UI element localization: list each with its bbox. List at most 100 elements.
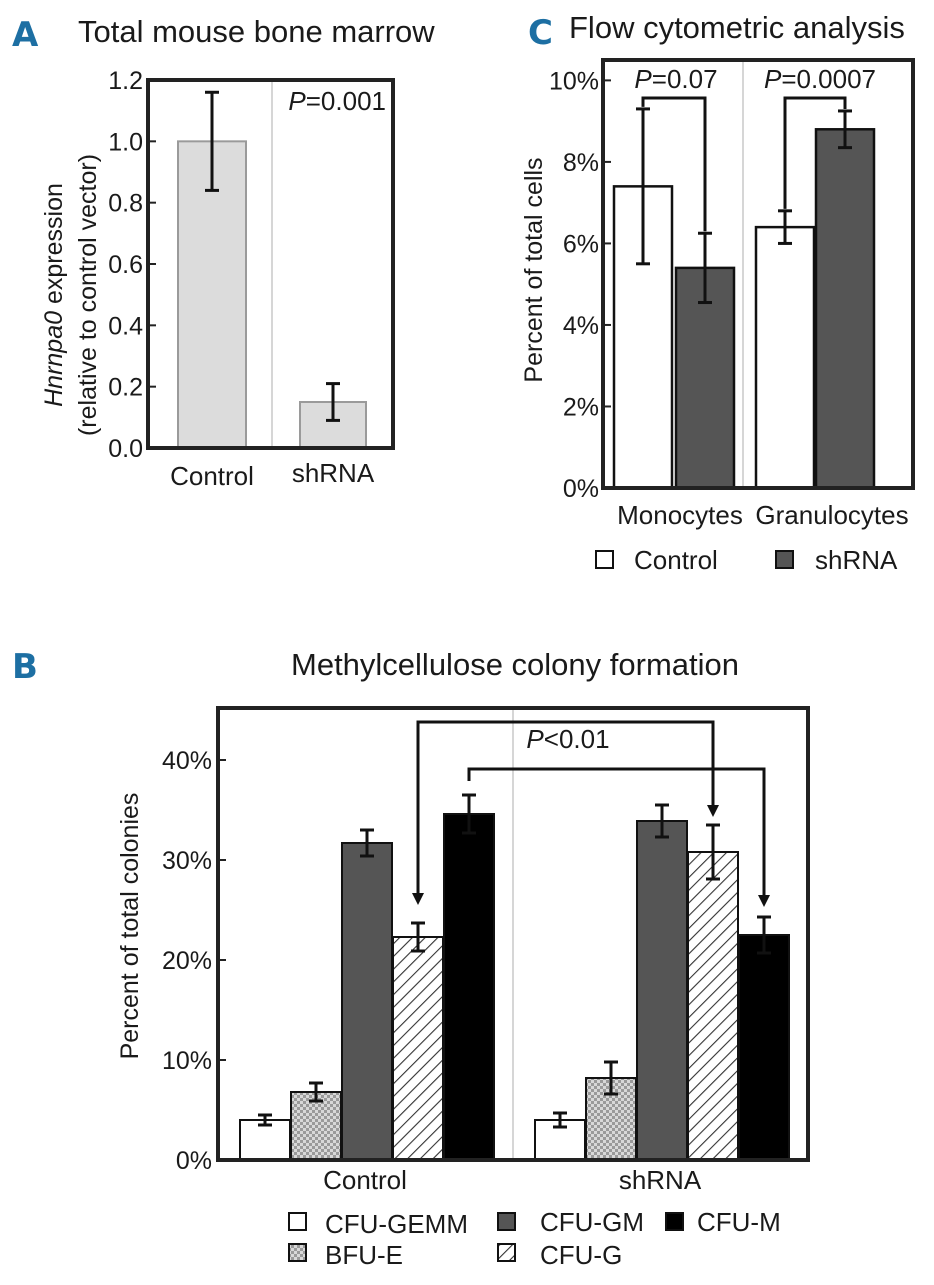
legend-swatch-control (595, 550, 614, 569)
panel-b-pvalue: P<0.01 (526, 724, 609, 754)
error-bar-bfu-e-shrna (604, 1060, 618, 1096)
panel-c-title: Flow cytometric analysis (569, 10, 905, 45)
panel-a-y-tick-label: 0.6 (108, 251, 143, 279)
panel-b-legend: CFU-GEMM BFU-E CFU-GM CFU-G CFU-M (288, 1207, 781, 1270)
panel-c-significance-brackets (641, 96, 847, 232)
panel-c-bars (612, 107, 876, 490)
error-bar-shrna-granulocytes (838, 109, 852, 150)
panel-c-y-ticks: 0% 2% 4% 6% 8% 10% (549, 67, 611, 503)
bar-shrna-granulocytes (814, 128, 876, 490)
panel-c-y-tick-label: 4% (563, 312, 599, 340)
legend-swatch-cfu-gm (497, 1212, 516, 1231)
panel-a-y-tick-label: 0.0 (108, 435, 143, 463)
panel-a-y-tick-label: 1.2 (108, 67, 143, 95)
arrowhead-cfu-m-shrna (758, 895, 770, 907)
panel-b-y-tick-label: 0% (176, 1147, 212, 1175)
error-bar-cfu-gm-control (360, 828, 374, 858)
panel-a-y-ticks: 0.0 0.2 0.4 0.6 0.8 1.0 1.2 (108, 67, 156, 463)
panel-a-pvalue-rest: =0.001 (306, 86, 386, 116)
panel-a-y-tick-label: 0.8 (108, 190, 143, 218)
error-bar-shrna (326, 382, 340, 422)
legend-swatch-shrna (775, 550, 794, 569)
panel-b-y-tick-label: 40% (162, 747, 212, 775)
panel-c-pvalue-granulocytes-p: P (764, 64, 782, 94)
panel-a-bars (177, 90, 367, 449)
panel-a-title: Total mouse bone marrow (78, 14, 435, 49)
panel-a: A Total mouse bone marrow 0.00.20.40.60.… (12, 14, 435, 491)
panel-b-frame (216, 706, 810, 1162)
bar-control-granulocytes (754, 225, 816, 490)
legend-swatch-cfu-g (497, 1243, 516, 1262)
significance-bracket-monocytes (641, 96, 707, 232)
panel-a-y-label: Hnrnpa0 expression (40, 183, 68, 407)
panel-letter-c: C (528, 13, 553, 53)
panel-a-y-label-rest: expression (40, 183, 68, 311)
panel-c-category-label-monocytes: Monocytes (617, 500, 743, 530)
error-bar-cfu-m-shrna (757, 915, 771, 955)
legend-label-cfu-gemm: CFU-GEMM (325, 1209, 468, 1239)
panel-c-pvalue-monocytes-rest: =0.07 (652, 64, 718, 94)
panel-b-y-tick-label: 20% (162, 947, 212, 975)
error-bar-cfu-g-control (411, 921, 425, 953)
panel-b-y-label: Percent of total colonies (116, 793, 144, 1060)
error-bar-cfu-gemm-shrna (553, 1111, 567, 1129)
panel-b-significance-brackets (412, 720, 770, 907)
legend-label-cfu-g: CFU-G (540, 1240, 622, 1270)
panel-c-y-tick-label: 0% (563, 475, 599, 503)
panel-a-y-tick-label: 0.4 (108, 312, 143, 340)
error-bar-bfu-e-control (309, 1081, 323, 1103)
legend-swatch-cfu-gemm (288, 1212, 307, 1231)
error-bar-control-granulocytes (778, 209, 792, 245)
panel-b-pvalue-p: P (526, 724, 544, 754)
legend-swatch-cfu-m (665, 1212, 684, 1231)
panel-a-pvalue: P=0.001 (288, 86, 386, 116)
panel-c-y-tick-label: 2% (563, 393, 599, 421)
panel-a-y-label-line2: (relative to control vector) (74, 154, 102, 436)
panel-a-category-label-shrna: shRNA (292, 458, 375, 488)
panel-c-pvalue-monocytes: P=0.07 (634, 64, 717, 94)
panel-a-y-tick-label: 0.2 (108, 374, 143, 402)
panel-letter-b: B (12, 647, 38, 687)
panel-c-frame (601, 58, 915, 490)
panel-b-pvalue-rest: <0.01 (544, 724, 610, 754)
bar-cfu-gm-shrna (636, 820, 688, 1161)
panel-c-category-label-granulocytes: Granulocytes (755, 500, 908, 530)
panel-c-pvalue-monocytes-p: P (634, 64, 652, 94)
panel-a-category-label-control: Control (170, 461, 254, 491)
panel-c-pvalue-granulocytes-rest: =0.0007 (781, 64, 876, 94)
error-bar-cfu-gm-shrna (655, 803, 669, 839)
panel-b-category-label-shrna: shRNA (619, 1165, 702, 1195)
bar-control (177, 140, 247, 449)
error-bar-cfu-g-shrna (706, 823, 720, 881)
panel-a-y-label-gene: Hnrnpa0 (40, 311, 68, 407)
panel-c: C Flow cytometric analysis 0% 2% 4% 6% 8% 10%… (520, 10, 915, 575)
legend-label-bfu-e: BFU-E (325, 1240, 403, 1270)
panel-b: B Methylcellulose colony formation 0% 10%… (12, 647, 810, 1270)
legend-label-cfu-m: CFU-M (697, 1207, 781, 1237)
legend-label-cfu-gm: CFU-GM (540, 1207, 644, 1237)
panel-c-pvalue-granulocytes: P=0.0007 (764, 64, 876, 94)
panel-b-y-ticks: 0% 10% 20% 30% 40% (162, 747, 226, 1175)
panel-b-y-tick-label: 10% (162, 1047, 212, 1075)
significance-bracket-cfu-m (467, 767, 766, 903)
legend-swatch-bfu-e (288, 1243, 307, 1262)
legend-label-shrna: shRNA (815, 545, 898, 575)
panel-c-y-tick-label: 8% (563, 149, 599, 177)
panel-c-y-tick-label: 6% (563, 230, 599, 258)
panel-letter-a: A (12, 15, 39, 55)
bar-cfu-m-control (443, 813, 495, 1161)
panel-a-frame (146, 78, 395, 450)
panel-c-y-tick-label: 10% (549, 67, 599, 95)
bar-cfu-m-shrna (738, 934, 790, 1161)
panel-b-y-tick-label: 30% (162, 847, 212, 875)
bar-cfu-g-shrna (687, 851, 739, 1161)
error-bar-cfu-m-control (462, 793, 476, 835)
panel-a-pvalue-p: P (288, 86, 306, 116)
panel-c-legend: Control shRNA (595, 545, 898, 575)
arrowhead-cfu-g-control (412, 893, 424, 905)
panel-b-title: Methylcellulose colony formation (291, 647, 739, 682)
panel-a-y-tick-label: 1.0 (108, 128, 143, 156)
error-bar-control (205, 90, 219, 192)
panel-c-y-label: Percent of total cells (520, 157, 548, 382)
